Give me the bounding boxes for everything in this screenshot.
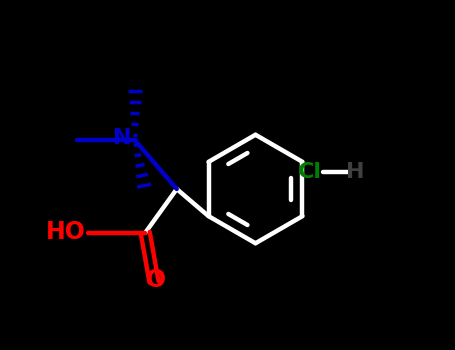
Text: O: O	[146, 268, 166, 292]
Text: Cl: Cl	[298, 161, 322, 182]
Text: N: N	[113, 128, 131, 148]
Text: H: H	[346, 161, 364, 182]
Text: HO: HO	[46, 220, 86, 244]
